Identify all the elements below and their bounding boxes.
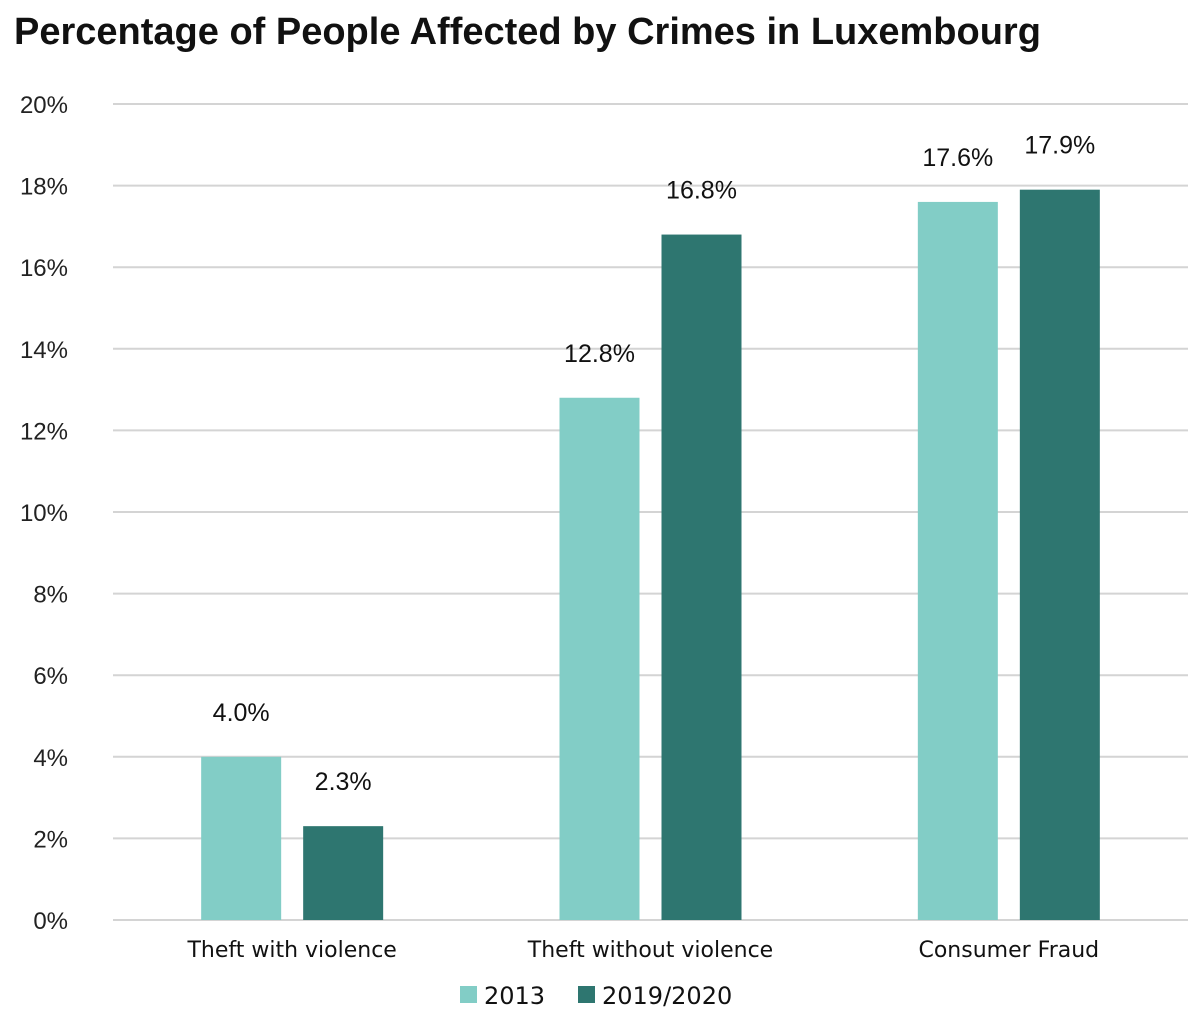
y-tick-label: 2% — [33, 826, 68, 853]
gridlines — [113, 103, 1188, 921]
data-label: 4.0% — [213, 699, 270, 727]
data-label: 17.9% — [1024, 132, 1095, 160]
bar — [917, 201, 998, 921]
bar — [559, 397, 640, 920]
chart-title: Percentage of People Affected by Crimes … — [14, 11, 1041, 53]
bar — [201, 756, 282, 920]
x-axis-category-labels: Theft with violence Theft without violenc… — [186, 938, 1099, 963]
y-tick-label: 12% — [20, 418, 68, 445]
x-tick-label: Theft without violence — [527, 938, 773, 963]
data-label: 2.3% — [315, 768, 372, 796]
legend: 2013 2019/2020 — [460, 982, 732, 1010]
legend-swatch — [578, 986, 595, 1003]
bar — [303, 826, 384, 920]
bars — [201, 189, 1100, 921]
y-tick-label: 8% — [33, 582, 68, 609]
y-tick-label: 10% — [20, 500, 68, 527]
data-label: 17.6% — [922, 144, 993, 172]
y-tick-label: 18% — [20, 174, 68, 201]
legend-label: 2013 — [484, 982, 545, 1010]
legend-swatch — [460, 986, 477, 1003]
bar — [661, 234, 742, 920]
y-tick-label: 14% — [20, 337, 68, 364]
y-tick-label: 4% — [33, 745, 68, 772]
y-axis-tick-labels: 0% 2% 4% 6% 8% 10% 12% 14% 16% 18% 20% — [20, 92, 68, 935]
y-tick-label: 20% — [20, 92, 68, 119]
data-label: 16.8% — [666, 177, 737, 205]
legend-label: 2019/2020 — [602, 982, 732, 1010]
data-label: 12.8% — [564, 340, 635, 368]
y-tick-label: 16% — [20, 255, 68, 282]
y-tick-label: 6% — [33, 663, 68, 690]
data-labels: 4.0% 2.3% 12.8% 16.8% 17.6% 17.9% — [213, 132, 1096, 796]
bar — [1019, 189, 1100, 920]
x-tick-label: Consumer Fraud — [918, 938, 1099, 963]
x-tick-label: Theft with violence — [186, 938, 396, 963]
y-tick-label: 0% — [33, 908, 68, 935]
